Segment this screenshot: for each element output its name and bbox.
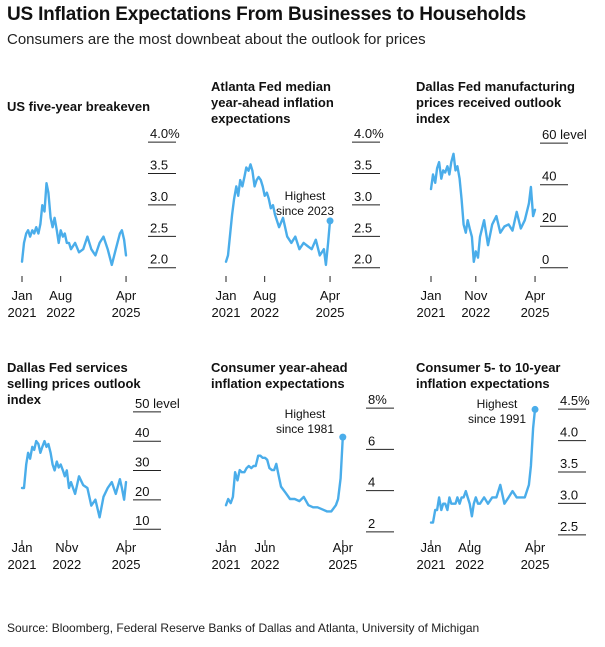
- chart-title: Atlanta Fed median year-ahead inflation ex…: [211, 79, 334, 126]
- y-tick-label: 2.0: [150, 252, 168, 267]
- series-line: [224, 435, 344, 513]
- chart-title: Dallas Fed manufacturing prices received …: [416, 79, 575, 126]
- series-line: [429, 408, 537, 524]
- x-tick-label: Nov: [464, 288, 488, 303]
- x-tick-label: 2022: [461, 305, 490, 320]
- x-tick-label: 2022: [455, 557, 484, 572]
- x-tick-label: 2021: [417, 305, 446, 320]
- x-tick-label: Apr: [525, 288, 546, 303]
- x-tick-label: Aug: [458, 540, 481, 555]
- x-tick-label: 2021: [8, 557, 37, 572]
- x-tick-label: 2025: [112, 305, 141, 320]
- x-tick-label: 2021: [212, 557, 241, 572]
- page-subtitle: Consumers are the most downbeat about th…: [7, 31, 426, 48]
- y-tick-label: 6: [368, 433, 375, 448]
- x-tick-label: 2022: [46, 305, 75, 320]
- x-tick-label: 2022: [250, 305, 279, 320]
- x-tick-label: 2021: [8, 305, 37, 320]
- y-tick-label: 4.5%: [560, 393, 590, 408]
- y-tick-label: 3.0: [150, 189, 168, 204]
- y-tick-label: 3.0: [560, 487, 578, 502]
- x-tick-label: Aug: [253, 288, 276, 303]
- y-tick-label: 50 level: [135, 396, 180, 411]
- y-tick-label: 2: [368, 516, 375, 531]
- y-tick-label: 2.5: [354, 220, 372, 235]
- y-tick-label: 4.0%: [150, 126, 180, 141]
- page-title: US Inflation Expectations From Businesse…: [7, 4, 526, 25]
- annotation-text: Highest since 1991: [468, 397, 526, 426]
- chart-title: US five-year breakeven: [7, 99, 150, 114]
- series-line: [20, 439, 128, 519]
- y-tick-label: 3.5: [560, 456, 578, 471]
- annotation-text: Highest since 2023: [276, 189, 334, 218]
- chart-title: Consumer 5- to 10-year inflation expectat…: [416, 360, 561, 391]
- x-tick-label: Jan: [421, 540, 442, 555]
- x-tick-label: 2021: [212, 305, 241, 320]
- y-tick-label: 10: [135, 513, 149, 528]
- x-tick-label: Jan: [421, 288, 442, 303]
- series-line: [224, 163, 332, 267]
- y-tick-label: 20: [542, 210, 556, 225]
- chart-panel-2: Atlanta Fed median year-ahead inflation ex…: [211, 79, 384, 320]
- x-tick-label: 2025: [112, 557, 141, 572]
- y-tick-label: 40: [542, 169, 556, 184]
- y-tick-label: 2.5: [150, 220, 168, 235]
- latest-point: [339, 433, 347, 441]
- x-tick-label: Jan: [216, 540, 237, 555]
- chart-panel-3: Dallas Fed manufacturing prices received …: [416, 79, 587, 320]
- chart-title: Dallas Fed services selling prices outloo…: [7, 360, 141, 407]
- chart-title: Consumer year-ahead inflation expectation…: [211, 360, 348, 391]
- x-tick-label: 2025: [328, 557, 357, 572]
- x-tick-label: 2022: [251, 557, 280, 572]
- x-tick-label: Jan: [216, 288, 237, 303]
- x-tick-label: 2022: [52, 557, 81, 572]
- y-tick-label: 2.0: [354, 252, 372, 267]
- x-tick-label: 2025: [521, 305, 550, 320]
- x-tick-label: 2025: [521, 557, 550, 572]
- y-tick-label: 30: [135, 455, 149, 470]
- x-tick-label: Jan: [12, 540, 33, 555]
- chart-panel-4: Dallas Fed services selling prices outloo…: [7, 360, 180, 572]
- y-tick-label: 40: [135, 425, 149, 440]
- y-tick-label: 8%: [368, 392, 387, 407]
- y-tick-label: 60 level: [542, 127, 587, 142]
- chart-panel-5: Consumer year-ahead inflation expectation…: [211, 360, 394, 572]
- y-tick-label: 3.5: [354, 158, 372, 173]
- x-tick-label: Apr: [320, 288, 341, 303]
- chart-panel-1: US five-year breakeven 2.0 2.5 3.0 3.5 4.0% Ja…: [7, 99, 180, 320]
- x-tick-label: Jan: [12, 288, 33, 303]
- x-tick-label: Apr: [525, 540, 546, 555]
- latest-point: [531, 405, 539, 413]
- x-tick-label: Jun: [255, 540, 276, 555]
- y-tick-label: 4.0: [560, 425, 578, 440]
- y-tick-label: 3.5: [150, 158, 168, 173]
- y-tick-label: 4: [368, 475, 375, 490]
- x-tick-label: Apr: [116, 540, 137, 555]
- y-tick-label: 4.0%: [354, 126, 384, 141]
- y-tick-label: 2.5: [560, 519, 578, 534]
- annotation-text: Highest since 1981: [276, 407, 334, 436]
- y-tick-label: 3.0: [354, 189, 372, 204]
- x-tick-label: Nov: [55, 540, 79, 555]
- y-tick-label: 20: [135, 484, 149, 499]
- series-line: [429, 152, 537, 263]
- x-tick-label: 2025: [316, 305, 345, 320]
- x-tick-label: Apr: [116, 288, 137, 303]
- x-tick-label: Aug: [49, 288, 72, 303]
- chart-panel-6: Consumer 5- to 10-year inflation expectat…: [416, 360, 590, 572]
- latest-point: [326, 217, 334, 225]
- x-tick-label: Apr: [333, 540, 354, 555]
- source-note: Source: Bloomberg, Federal Reserve Banks…: [7, 621, 480, 635]
- series-line: [20, 181, 128, 267]
- x-tick-label: 2021: [417, 557, 446, 572]
- y-tick-label: 0: [542, 252, 549, 267]
